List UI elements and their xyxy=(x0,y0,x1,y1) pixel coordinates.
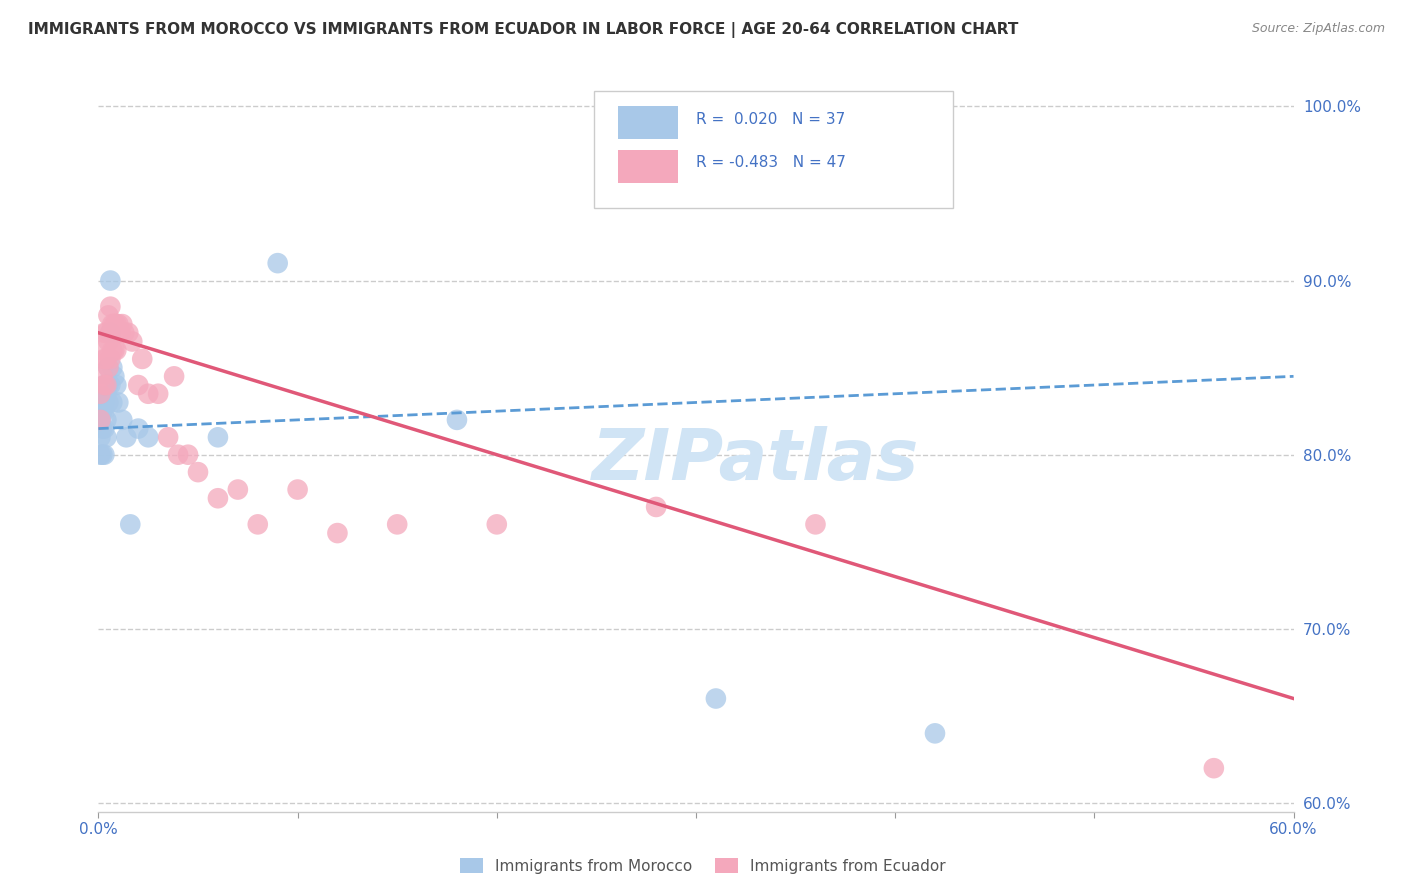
Point xyxy=(96,413,118,427)
Point xyxy=(89,413,111,427)
Point xyxy=(112,326,135,340)
Point xyxy=(157,430,180,444)
Point xyxy=(98,351,122,366)
Point xyxy=(105,378,128,392)
Point xyxy=(121,334,143,349)
Point xyxy=(96,326,118,340)
Point xyxy=(91,386,114,401)
Point xyxy=(111,317,134,331)
Point xyxy=(148,386,170,401)
Point xyxy=(101,317,124,331)
Point xyxy=(924,726,946,740)
Point xyxy=(117,326,139,340)
Point xyxy=(136,386,159,401)
Point xyxy=(207,430,229,444)
Point xyxy=(98,378,122,392)
Point xyxy=(97,360,120,375)
Point xyxy=(136,430,159,444)
Point xyxy=(1202,761,1225,775)
Point xyxy=(167,448,190,462)
Point xyxy=(98,326,122,340)
Point xyxy=(326,526,349,541)
Point xyxy=(105,343,128,358)
Text: ZIPatlas: ZIPatlas xyxy=(592,426,920,495)
Point xyxy=(127,378,149,392)
Point xyxy=(96,386,118,401)
Legend: Immigrants from Morocco, Immigrants from Ecuador: Immigrants from Morocco, Immigrants from… xyxy=(454,852,952,880)
Point xyxy=(103,343,125,358)
Text: Source: ZipAtlas.com: Source: ZipAtlas.com xyxy=(1251,22,1385,36)
Text: R = -0.483   N = 47: R = -0.483 N = 47 xyxy=(696,155,846,170)
Point xyxy=(385,517,409,532)
Point xyxy=(97,378,120,392)
Point xyxy=(131,351,153,366)
Bar xyxy=(619,106,678,139)
Point xyxy=(226,483,249,497)
Point xyxy=(96,378,118,392)
Point xyxy=(103,369,125,384)
Point xyxy=(93,378,115,392)
Point xyxy=(93,351,115,366)
Point xyxy=(97,360,120,375)
Point xyxy=(89,413,111,427)
Point xyxy=(96,378,118,392)
Point xyxy=(91,421,114,435)
Bar xyxy=(619,150,678,183)
Text: IMMIGRANTS FROM MOROCCO VS IMMIGRANTS FROM ECUADOR IN LABOR FORCE | AGE 20-64 CO: IMMIGRANTS FROM MOROCCO VS IMMIGRANTS FR… xyxy=(28,22,1018,38)
Point xyxy=(101,343,124,358)
Point xyxy=(98,326,122,340)
Point xyxy=(97,334,120,349)
Point xyxy=(163,369,186,384)
Point xyxy=(287,483,309,497)
Point xyxy=(98,274,122,288)
Point xyxy=(91,448,114,462)
Point xyxy=(177,448,200,462)
Point xyxy=(485,517,508,532)
Point xyxy=(107,395,129,409)
Text: R =  0.020   N = 37: R = 0.020 N = 37 xyxy=(696,112,845,127)
Point xyxy=(97,309,120,323)
Point xyxy=(101,395,124,409)
Point xyxy=(93,421,115,435)
Point xyxy=(267,256,290,270)
Point xyxy=(91,404,114,418)
Point xyxy=(93,404,115,418)
Point xyxy=(103,317,125,331)
FancyBboxPatch shape xyxy=(595,91,953,209)
Point xyxy=(107,317,129,331)
Point xyxy=(96,430,118,444)
Point xyxy=(120,517,142,532)
Point xyxy=(89,448,111,462)
Point xyxy=(110,326,132,340)
Point xyxy=(96,351,118,366)
Point xyxy=(207,491,229,506)
Point xyxy=(645,500,668,514)
Point xyxy=(89,430,111,444)
Point xyxy=(98,300,122,314)
Point xyxy=(91,343,114,358)
Point xyxy=(93,378,115,392)
Point xyxy=(91,369,114,384)
Point xyxy=(93,448,115,462)
Point xyxy=(93,395,115,409)
Point xyxy=(93,326,115,340)
Point xyxy=(115,430,138,444)
Point xyxy=(804,517,827,532)
Point xyxy=(89,386,111,401)
Point xyxy=(111,413,134,427)
Point xyxy=(105,317,128,331)
Point xyxy=(97,395,120,409)
Point xyxy=(127,421,149,435)
Point xyxy=(446,413,468,427)
Point xyxy=(246,517,269,532)
Point xyxy=(101,360,124,375)
Point xyxy=(187,465,209,479)
Point xyxy=(704,691,727,706)
